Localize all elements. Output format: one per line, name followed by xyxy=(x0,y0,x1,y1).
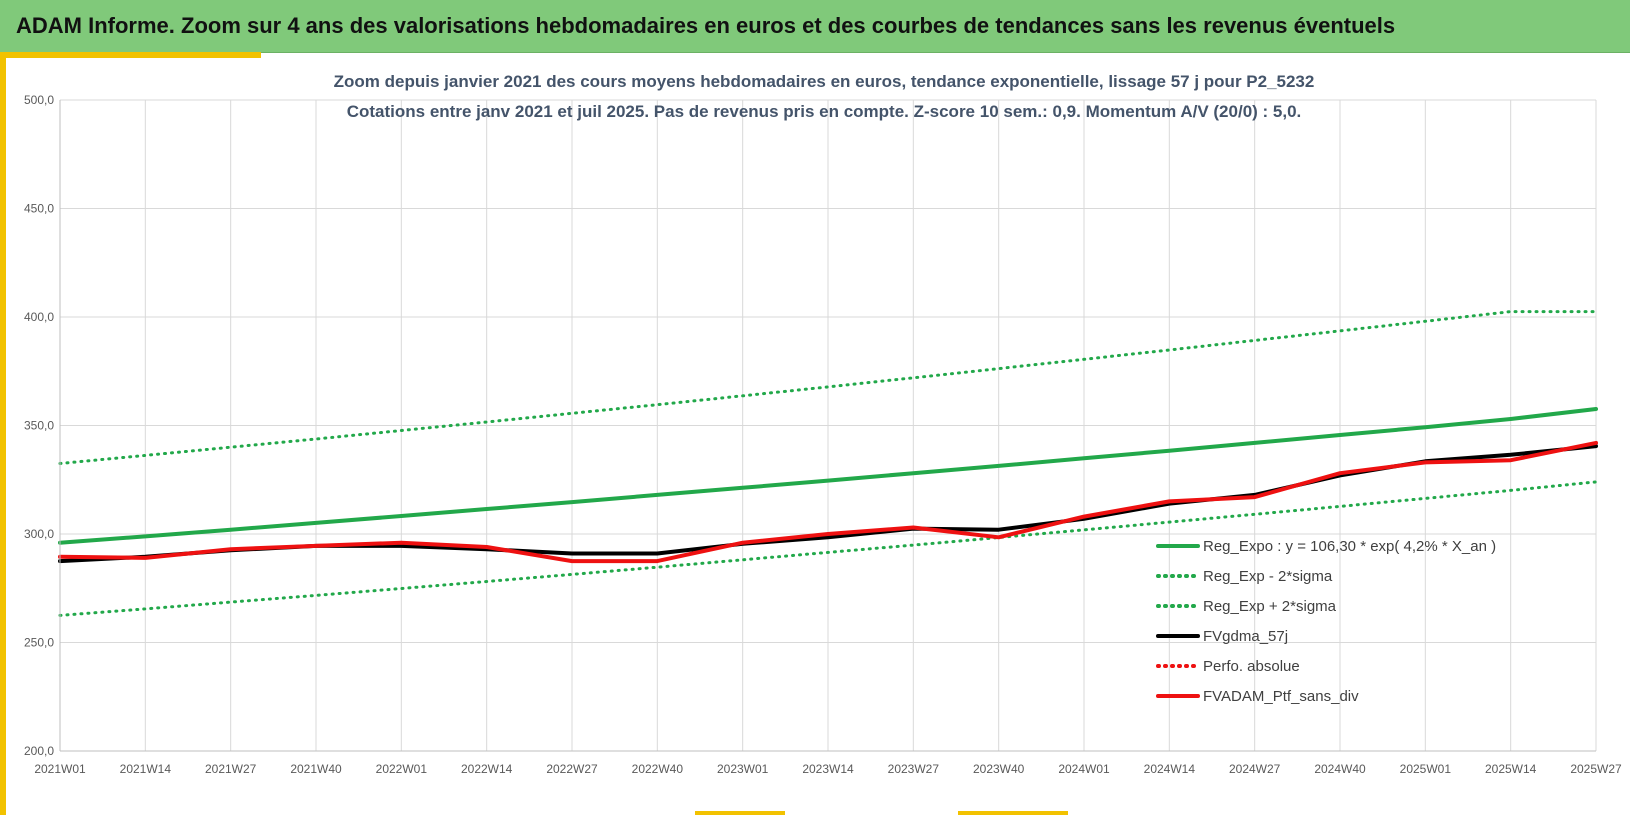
x-tick-label: 2023W27 xyxy=(888,762,940,776)
grid-layer xyxy=(59,99,1597,752)
page-title: ADAM Informe. Zoom sur 4 ans des valoris… xyxy=(16,13,1396,38)
accent-bar-left xyxy=(0,52,6,815)
y-tick-label: 250,0 xyxy=(24,636,54,650)
x-tick-label: 2022W40 xyxy=(632,762,684,776)
header-banner: ADAM Informe. Zoom sur 4 ans des valoris… xyxy=(0,0,1630,53)
series-line-reg-exp-2-sigma xyxy=(58,480,1598,617)
chart-subtitle: Cotations entre janv 2021 et juil 2025. … xyxy=(347,102,1302,121)
y-tick-label: 450,0 xyxy=(24,202,54,216)
legend-label: Reg_Exp + 2*sigma xyxy=(1203,598,1337,615)
y-tick-label: 200,0 xyxy=(24,744,54,758)
x-tick-label: 2024W01 xyxy=(1058,762,1110,776)
x-tick-label: 2022W14 xyxy=(461,762,513,776)
series-line-reg-exp-2-sigma xyxy=(58,310,1598,465)
legend-label: FVADAM_Ptf_sans_div xyxy=(1203,688,1359,705)
x-tick-label: 2023W14 xyxy=(802,762,854,776)
x-tick-label: 2025W01 xyxy=(1400,762,1452,776)
x-tick-label: 2024W27 xyxy=(1229,762,1281,776)
axis-layer: 200,0 250,0 300,0 350,0 400,0 450,0 500,0 2021W… xyxy=(24,93,1622,776)
y-tick-label: 300,0 xyxy=(24,527,54,541)
y-tick-label: 500,0 xyxy=(24,93,54,107)
accent-bar-bottom-2 xyxy=(958,811,1068,815)
accent-bar-top xyxy=(6,52,261,58)
legend-label: Perfo. absolue xyxy=(1203,658,1300,675)
series-line-fvadam-ptf-sans-div xyxy=(58,440,1598,564)
legend-label: FVgdma_57j xyxy=(1203,628,1288,645)
x-tick-label: 2022W01 xyxy=(376,762,428,776)
accent-bar-bottom-1 xyxy=(695,811,785,815)
y-tick-label: 400,0 xyxy=(24,310,54,324)
x-tick-label: 2025W14 xyxy=(1485,762,1537,776)
x-tick-label: 2023W01 xyxy=(717,762,769,776)
x-tick-label: 2024W40 xyxy=(1314,762,1366,776)
x-tick-label: 2023W40 xyxy=(973,762,1025,776)
x-tick-label: 2021W14 xyxy=(120,762,172,776)
trend-chart: 200,0 250,0 300,0 350,0 400,0 450,0 500,0 2021W… xyxy=(24,72,1622,776)
x-tick-label: 2024W14 xyxy=(1144,762,1196,776)
legend-label: Reg_Expo : y = 106,30 * exp( 4,2% * X_an… xyxy=(1203,538,1496,555)
x-tick-label: 2025W27 xyxy=(1570,762,1622,776)
x-tick-label: 2021W27 xyxy=(205,762,257,776)
series-line-reg-expo-y-106-30-exp-4-2-x-an xyxy=(58,407,1598,545)
series-layer xyxy=(58,310,1598,617)
y-tick-label: 350,0 xyxy=(24,419,54,433)
legend-label: Reg_Exp - 2*sigma xyxy=(1203,568,1333,585)
x-tick-label: 2021W40 xyxy=(290,762,342,776)
legend: Reg_Expo : y = 106,30 * exp( 4,2% * X_an… xyxy=(1156,538,1496,705)
chart-title: Zoom depuis janvier 2021 des cours moyen… xyxy=(334,72,1315,91)
x-tick-label: 2021W01 xyxy=(34,762,86,776)
chart-area: 200,0 250,0 300,0 350,0 400,0 450,0 500,0 2021W… xyxy=(6,58,1630,815)
x-tick-label: 2022W27 xyxy=(546,762,598,776)
